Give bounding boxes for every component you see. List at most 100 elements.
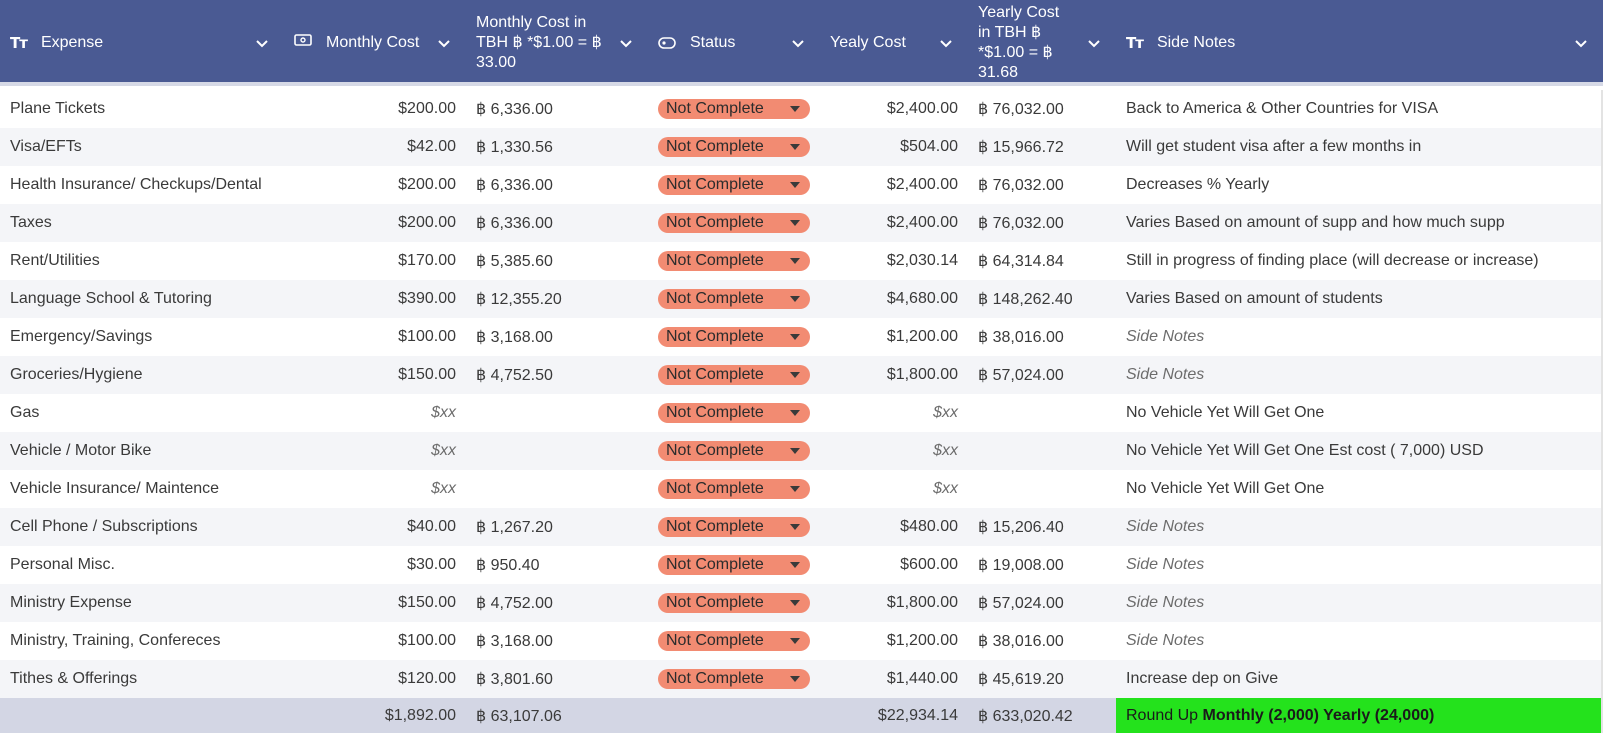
status-select[interactable]: Not Complete	[658, 137, 810, 157]
caret-down-icon[interactable]	[790, 600, 800, 606]
table-row[interactable]: Ministry, Training, Confereces $100.00 ฿ 3…	[0, 622, 1603, 660]
monthly-cost-cell[interactable]: $200.00	[398, 176, 456, 193]
column-header-monthly-cost-thb[interactable]: Monthly Cost in TBH ฿ *$1.00 = ฿ 33.00	[466, 0, 648, 86]
caret-down-icon[interactable]	[790, 106, 800, 112]
expense-cell[interactable]: Gas	[10, 404, 40, 421]
status-select[interactable]: Not Complete	[658, 593, 810, 613]
expense-cell[interactable]: Vehicle Insurance/ Maintence	[10, 480, 220, 497]
monthly-cost-cell[interactable]: $xx	[431, 404, 456, 421]
side-notes-cell[interactable]: Decreases % Yearly	[1126, 176, 1270, 193]
yearly-cost-cell[interactable]: $2,030.14	[886, 252, 958, 269]
yearly-cost-cell[interactable]: $1,800.00	[886, 594, 958, 611]
caret-down-icon[interactable]	[790, 372, 800, 378]
side-notes-cell[interactable]: No Vehicle Yet Will Get One	[1126, 480, 1325, 497]
caret-down-icon[interactable]	[790, 144, 800, 150]
expense-cell[interactable]: Ministry Expense	[10, 594, 132, 611]
table-row[interactable]: Language School & Tutoring $390.00 ฿ 12,35…	[0, 280, 1603, 318]
yearly-cost-cell[interactable]: $xx	[933, 480, 958, 497]
status-select[interactable]: Not Complete	[658, 669, 810, 689]
side-notes-cell[interactable]: Side Notes	[1126, 556, 1205, 573]
yearly-cost-cell[interactable]: $600.00	[900, 556, 958, 573]
expense-cell[interactable]: Language School & Tutoring	[10, 290, 212, 307]
table-row[interactable]: Taxes $200.00 ฿ 6,336.00 Not Complete $2,400…	[0, 204, 1603, 242]
yearly-cost-cell[interactable]: $1,440.00	[886, 670, 958, 687]
table-row[interactable]: Ministry Expense $150.00 ฿ 4,752.00 Not Com…	[0, 584, 1603, 622]
monthly-cost-cell[interactable]: $170.00	[398, 252, 456, 269]
caret-down-icon[interactable]	[790, 486, 800, 492]
monthly-cost-cell[interactable]: $200.00	[398, 214, 456, 231]
monthly-cost-cell[interactable]: $200.00	[398, 100, 456, 117]
expense-cell[interactable]: Groceries/Hygiene	[10, 366, 143, 383]
yearly-cost-cell[interactable]: $xx	[933, 404, 958, 421]
monthly-cost-cell[interactable]: $xx	[431, 442, 456, 459]
expense-cell[interactable]: Rent/Utilities	[10, 252, 100, 269]
caret-down-icon[interactable]	[790, 562, 800, 568]
table-row[interactable]: Personal Misc. $30.00 ฿ 950.40 Not Complete…	[0, 546, 1603, 584]
status-select[interactable]: Not Complete	[658, 365, 810, 385]
caret-down-icon[interactable]	[790, 676, 800, 682]
caret-down-icon[interactable]	[790, 220, 800, 226]
chevron-down-icon[interactable]	[618, 35, 634, 51]
caret-down-icon[interactable]	[790, 638, 800, 644]
table-row[interactable]: Vehicle Insurance/ Maintence $xx Not Compl…	[0, 470, 1603, 508]
yearly-cost-cell[interactable]: $2,400.00	[886, 176, 958, 193]
monthly-cost-cell[interactable]: $390.00	[398, 290, 456, 307]
status-select[interactable]: Not Complete	[658, 213, 810, 233]
side-notes-cell[interactable]: Varies Based on amount of supp and how m…	[1126, 214, 1505, 231]
yearly-cost-cell[interactable]: $1,200.00	[886, 328, 958, 345]
table-row[interactable]: Visa/EFTs $42.00 ฿ 1,330.56 Not Complete $50…	[0, 128, 1603, 166]
side-notes-cell[interactable]: Side Notes	[1126, 328, 1205, 345]
status-select[interactable]: Not Complete	[658, 441, 810, 461]
table-row[interactable]: Plane Tickets $200.00 ฿ 6,336.00 Not Comple…	[0, 90, 1603, 128]
monthly-cost-cell[interactable]: $150.00	[398, 366, 456, 383]
chevron-down-icon[interactable]	[254, 35, 270, 51]
table-row[interactable]: Vehicle / Motor Bike $xx Not Complete $xx No…	[0, 432, 1603, 470]
yearly-cost-cell[interactable]: $504.00	[900, 138, 958, 155]
monthly-cost-cell[interactable]: $100.00	[398, 328, 456, 345]
caret-down-icon[interactable]	[790, 524, 800, 530]
chevron-down-icon[interactable]	[1086, 35, 1102, 51]
caret-down-icon[interactable]	[790, 258, 800, 264]
column-header-status[interactable]: Status	[648, 0, 820, 86]
caret-down-icon[interactable]	[790, 448, 800, 454]
yearly-cost-cell[interactable]: $4,680.00	[886, 290, 958, 307]
monthly-cost-cell[interactable]: $42.00	[407, 138, 456, 155]
status-select[interactable]: Not Complete	[658, 403, 810, 423]
side-notes-cell[interactable]: Side Notes	[1126, 366, 1205, 383]
column-header-monthly-cost[interactable]: Monthly Cost	[284, 0, 466, 86]
side-notes-cell[interactable]: Will get student visa after a few months…	[1126, 138, 1422, 155]
roundup-note[interactable]: Round Up Monthly (2,000) Yearly (24,000)	[1116, 698, 1603, 733]
caret-down-icon[interactable]	[790, 296, 800, 302]
expense-cell[interactable]: Tithes & Offerings	[10, 670, 138, 687]
side-notes-cell[interactable]: No Vehicle Yet Will Get One	[1126, 404, 1325, 421]
column-header-yearly-cost[interactable]: Yealy Cost	[820, 0, 968, 86]
table-row[interactable]: Emergency/Savings $100.00 ฿ 3,168.00 Not Co…	[0, 318, 1603, 356]
table-row[interactable]: Health Insurance/ Checkups/Dental $200.00…	[0, 166, 1603, 204]
expense-cell[interactable]: Ministry, Training, Confereces	[10, 632, 221, 649]
monthly-cost-cell[interactable]: $150.00	[398, 594, 456, 611]
expense-cell[interactable]: Personal Misc.	[10, 556, 115, 573]
expense-cell[interactable]: Health Insurance/ Checkups/Dental	[10, 176, 262, 193]
yearly-cost-cell[interactable]: $1,200.00	[886, 632, 958, 649]
monthly-cost-cell[interactable]: $40.00	[407, 518, 456, 535]
monthly-cost-cell[interactable]: $30.00	[407, 556, 456, 573]
caret-down-icon[interactable]	[790, 182, 800, 188]
status-select[interactable]: Not Complete	[658, 175, 810, 195]
table-row[interactable]: Cell Phone / Subscriptions $40.00 ฿ 1,267.…	[0, 508, 1603, 546]
yearly-cost-cell[interactable]: $480.00	[900, 518, 958, 535]
caret-down-icon[interactable]	[790, 334, 800, 340]
side-notes-cell[interactable]: Side Notes	[1126, 594, 1205, 611]
status-select[interactable]: Not Complete	[658, 517, 810, 537]
column-header-yearly-cost-thb[interactable]: Yearly Cost in TBH ฿ *$1.00 = ฿ 31.68	[968, 0, 1116, 86]
status-select[interactable]: Not Complete	[658, 99, 810, 119]
chevron-down-icon[interactable]	[938, 35, 954, 51]
status-select[interactable]: Not Complete	[658, 631, 810, 651]
column-header-expense[interactable]: Tт Expense	[0, 0, 284, 86]
chevron-down-icon[interactable]	[436, 35, 452, 51]
expense-cell[interactable]: Cell Phone / Subscriptions	[10, 518, 198, 535]
side-notes-cell[interactable]: Increase dep on Give	[1126, 670, 1279, 687]
expense-cell[interactable]: Vehicle / Motor Bike	[10, 442, 152, 459]
caret-down-icon[interactable]	[790, 410, 800, 416]
yearly-cost-cell[interactable]: $2,400.00	[886, 100, 958, 117]
status-select[interactable]: Not Complete	[658, 479, 810, 499]
